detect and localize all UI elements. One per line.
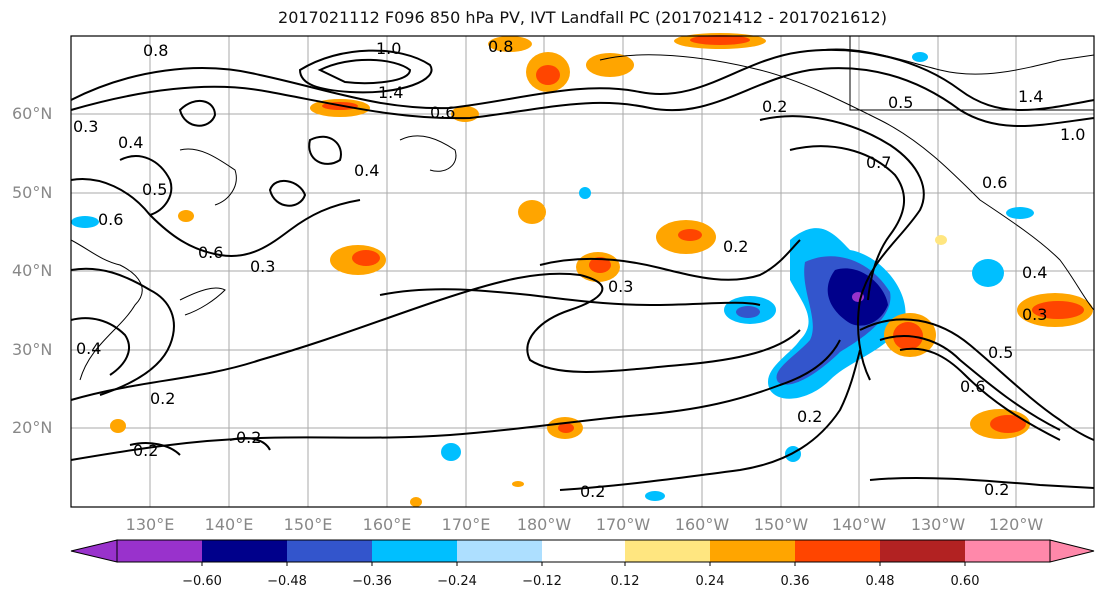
contour-label: 1.4 bbox=[378, 83, 403, 102]
lon-label: 150°W bbox=[753, 515, 809, 534]
lat-label: 30°N bbox=[12, 340, 53, 359]
lon-label: 130°W bbox=[910, 515, 966, 534]
colorbar-tick-label: 0.12 bbox=[610, 574, 640, 589]
contour-label: 0.2 bbox=[236, 428, 261, 447]
contour-label: 1.4 bbox=[1018, 87, 1043, 106]
lon-label: 180°W bbox=[516, 515, 572, 534]
contour-label: 0.6 bbox=[430, 103, 455, 122]
colorbar bbox=[70, 539, 1095, 566]
contour-label: 0.2 bbox=[150, 389, 175, 408]
colorbar-tick-label: −0.48 bbox=[267, 574, 307, 589]
contour-label: 0.2 bbox=[580, 482, 605, 501]
contour-label: 0.4 bbox=[118, 133, 143, 152]
contour-label: 0.2 bbox=[984, 480, 1009, 499]
lon-label: 120°W bbox=[988, 515, 1044, 534]
lon-label: 140°E bbox=[204, 515, 254, 534]
contour-label: 0.6 bbox=[98, 210, 123, 229]
contour-label: 0.6 bbox=[960, 377, 985, 396]
colorbar-tick-label: 0.24 bbox=[695, 574, 725, 589]
colorbar-tick-label: −0.36 bbox=[352, 574, 392, 589]
lat-label: 60°N bbox=[12, 104, 53, 123]
contour-label: 0.2 bbox=[133, 441, 158, 460]
contour-label: 0.4 bbox=[354, 161, 379, 180]
contour-label: 0.2 bbox=[723, 237, 748, 256]
lon-label: 150°E bbox=[283, 515, 333, 534]
contour-labels: 0.8 1.0 0.8 1.4 0.6 0.4 0.3 0.5 0.6 0.6 … bbox=[73, 37, 1085, 501]
contour-label: 0.5 bbox=[888, 93, 913, 112]
lon-label: 170°W bbox=[595, 515, 651, 534]
contour-label: 0.5 bbox=[988, 343, 1013, 362]
contour-label: 0.8 bbox=[488, 37, 513, 56]
lon-label: 170°E bbox=[441, 515, 491, 534]
contour-label: 0.2 bbox=[797, 407, 822, 426]
contour-label: 0.4 bbox=[1022, 263, 1047, 282]
contour-label: 0.3 bbox=[250, 257, 275, 276]
contour-lines bbox=[70, 49, 1095, 491]
contour-label: 0.7 bbox=[866, 153, 891, 172]
contour-label: 1.0 bbox=[376, 39, 401, 58]
map-frame bbox=[70, 35, 1095, 508]
contour-label: 0.5 bbox=[142, 180, 167, 199]
contour-label: 0.8 bbox=[143, 41, 168, 60]
colorbar-tick-label: −0.60 bbox=[182, 574, 222, 589]
contour-label: 0.4 bbox=[76, 339, 101, 358]
map-title: 2017021112 F096 850 hPa PV, IVT Landfall… bbox=[278, 8, 887, 27]
contour-label: 0.6 bbox=[982, 173, 1007, 192]
contour-label: 0.3 bbox=[1022, 305, 1047, 324]
contour-label: 0.3 bbox=[73, 117, 98, 136]
lon-label: 140°W bbox=[831, 515, 887, 534]
colorbar-tick-label: 0.48 bbox=[865, 574, 895, 589]
contour-label: 1.0 bbox=[1060, 125, 1085, 144]
colorbar-tick-label: −0.12 bbox=[522, 574, 562, 589]
lat-label: 40°N bbox=[12, 261, 53, 280]
colorbar-tick-label: 0.60 bbox=[950, 574, 980, 589]
colorbar-tick-label: −0.24 bbox=[437, 574, 477, 589]
contour-label: 0.3 bbox=[608, 277, 633, 296]
contour-label: 0.2 bbox=[762, 97, 787, 116]
lon-label: 130°E bbox=[125, 515, 175, 534]
lon-label: 160°W bbox=[674, 515, 730, 534]
lat-label: 20°N bbox=[12, 418, 53, 437]
lat-label: 50°N bbox=[12, 183, 53, 202]
contour-label: 0.6 bbox=[198, 243, 223, 262]
lon-label: 160°E bbox=[362, 515, 412, 534]
colorbar-tick-label: 0.36 bbox=[780, 574, 810, 589]
